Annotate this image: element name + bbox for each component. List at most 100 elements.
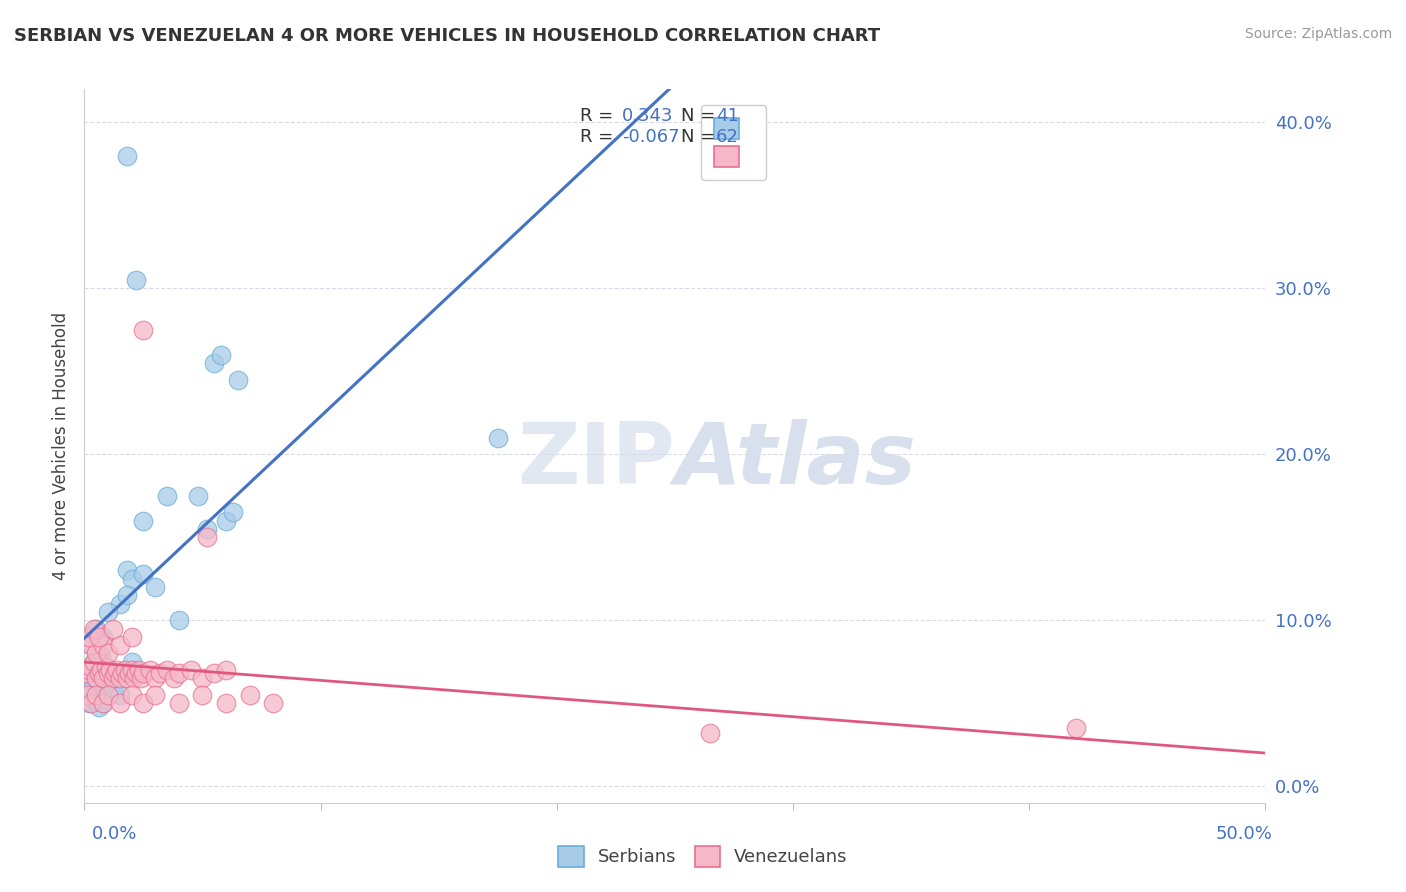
Point xyxy=(80,659,103,673)
Point xyxy=(84,688,107,702)
Text: 41: 41 xyxy=(716,107,740,125)
Point xyxy=(191,688,214,702)
Point xyxy=(215,663,238,677)
Point xyxy=(156,663,179,677)
Point xyxy=(118,666,141,681)
Point xyxy=(97,688,120,702)
Point xyxy=(77,630,100,644)
Point xyxy=(239,688,262,702)
Point xyxy=(121,655,143,669)
Point xyxy=(121,572,143,586)
Point xyxy=(215,514,238,528)
Point xyxy=(84,647,107,661)
Point xyxy=(108,696,131,710)
Text: Atlas: Atlas xyxy=(675,418,917,502)
Point xyxy=(143,580,166,594)
Point xyxy=(132,514,155,528)
Point xyxy=(108,638,131,652)
Point xyxy=(84,671,107,685)
Point xyxy=(97,605,120,619)
Point xyxy=(111,666,134,681)
Point xyxy=(132,566,155,581)
Text: N =: N = xyxy=(681,107,716,125)
Point xyxy=(121,663,143,677)
Text: R =: R = xyxy=(581,107,613,125)
Point xyxy=(91,671,114,685)
Point xyxy=(129,671,152,685)
Point xyxy=(87,666,110,681)
Point xyxy=(108,671,131,685)
Point xyxy=(87,630,110,644)
Point xyxy=(121,630,143,644)
Point xyxy=(107,663,129,677)
Point xyxy=(122,671,145,685)
Point xyxy=(77,663,100,677)
Point xyxy=(87,666,110,681)
Point xyxy=(91,630,114,644)
Point xyxy=(80,696,103,710)
Point xyxy=(83,622,105,636)
Point xyxy=(262,696,284,710)
Point xyxy=(76,688,98,702)
Point xyxy=(132,323,155,337)
Point xyxy=(83,693,105,707)
Point xyxy=(77,663,100,677)
Point xyxy=(180,663,202,677)
Point xyxy=(156,489,179,503)
Point xyxy=(226,373,249,387)
Point xyxy=(143,671,166,685)
Point xyxy=(76,666,98,681)
Text: N =: N = xyxy=(681,128,716,146)
Point xyxy=(83,655,105,669)
Point xyxy=(132,666,155,681)
Point xyxy=(115,671,138,685)
Text: R =: R = xyxy=(581,128,613,146)
Point xyxy=(125,273,148,287)
Point xyxy=(125,666,148,681)
Point xyxy=(202,666,225,681)
Point xyxy=(90,663,112,677)
Point xyxy=(101,671,124,685)
Point xyxy=(91,696,114,710)
Point xyxy=(91,680,114,694)
Point xyxy=(84,659,107,673)
Point xyxy=(191,671,214,685)
Legend: Serbians, Venezuelans: Serbians, Venezuelans xyxy=(551,838,855,874)
Point xyxy=(143,688,166,702)
Text: -0.067: -0.067 xyxy=(621,128,679,146)
Point xyxy=(139,663,162,677)
Point xyxy=(163,671,186,685)
Point xyxy=(98,663,121,677)
Point xyxy=(77,696,100,710)
Text: 62: 62 xyxy=(716,128,740,146)
Point xyxy=(209,348,232,362)
Point xyxy=(108,597,131,611)
Text: SERBIAN VS VENEZUELAN 4 OR MORE VEHICLES IN HOUSEHOLD CORRELATION CHART: SERBIAN VS VENEZUELAN 4 OR MORE VEHICLES… xyxy=(14,27,880,45)
Point xyxy=(101,682,124,697)
Text: Source: ZipAtlas.com: Source: ZipAtlas.com xyxy=(1244,27,1392,41)
Point xyxy=(80,638,103,652)
Text: ZIP: ZIP xyxy=(517,418,675,502)
Point xyxy=(699,726,721,740)
Point xyxy=(80,638,103,652)
Point xyxy=(195,522,218,536)
Point xyxy=(80,682,103,697)
Point xyxy=(114,663,136,677)
Point xyxy=(90,649,112,664)
Point xyxy=(115,148,138,162)
Point xyxy=(115,564,138,578)
Point xyxy=(121,688,143,702)
Point xyxy=(91,638,114,652)
Point xyxy=(97,666,120,681)
Point xyxy=(104,666,127,681)
Point xyxy=(97,647,120,661)
Point xyxy=(195,530,218,544)
Text: 50.0%: 50.0% xyxy=(1216,825,1272,843)
Point xyxy=(76,688,98,702)
Point xyxy=(202,356,225,370)
Point xyxy=(187,489,209,503)
Point xyxy=(167,666,190,681)
Point xyxy=(101,622,124,636)
Point xyxy=(87,699,110,714)
Point xyxy=(215,696,238,710)
